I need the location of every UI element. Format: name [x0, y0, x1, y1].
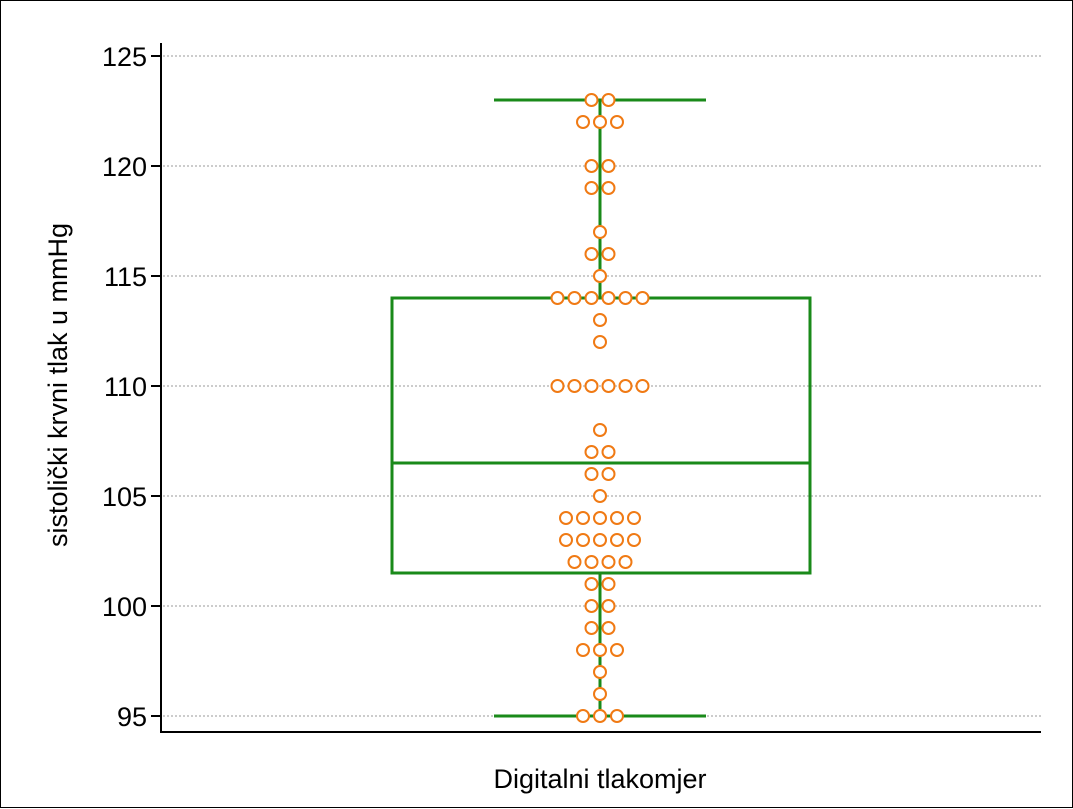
y-tick-label-95: 95: [117, 702, 147, 732]
data-point-104-5: [627, 511, 641, 525]
data-point-110-4: [601, 379, 616, 393]
data-point-106-2: [601, 467, 616, 481]
data-point-106-1: [584, 467, 599, 481]
data-point-108-1: [593, 423, 607, 437]
data-point-98-1: [576, 643, 590, 657]
data-point-123-2: [601, 93, 616, 107]
data-point-120-2: [601, 159, 616, 173]
data-point-110-3: [584, 379, 599, 393]
data-point-96-1: [593, 687, 607, 701]
data-point-99-1: [584, 621, 599, 635]
data-point-102-2: [584, 555, 599, 569]
data-point-116-2: [601, 247, 616, 261]
data-point-114-3: [584, 291, 599, 305]
y-axis-ticks: 95 100 105 110 115 120 125: [102, 42, 161, 732]
data-point-101-1: [584, 577, 599, 591]
data-point-103-2: [576, 533, 590, 547]
data-point-103-5: [627, 533, 641, 547]
data-point-97-1: [593, 665, 607, 679]
data-point-99-2: [601, 621, 616, 635]
data-point-117-1: [593, 225, 607, 239]
data-point-122-1: [576, 115, 590, 129]
data-point-114-2: [567, 291, 582, 305]
data-point-103-3: [593, 533, 607, 547]
data-point-103-1: [559, 533, 573, 547]
data-point-100-2: [601, 599, 616, 613]
x-category-label: Digitalni tlakomjer: [493, 764, 706, 794]
data-point-103-4: [610, 533, 624, 547]
data-point-114-4: [601, 291, 616, 305]
data-point-122-3: [610, 115, 624, 129]
data-point-104-1: [559, 511, 573, 525]
axes: [160, 43, 1041, 733]
y-axis-title: sistolički krvni tlak u mmHg: [43, 223, 73, 547]
y-tick-label-125: 125: [102, 42, 147, 72]
data-point-105-1: [593, 489, 607, 503]
data-point-101-2: [601, 577, 616, 591]
y-tick-label-120: 120: [102, 152, 147, 182]
data-point-123-1: [584, 93, 599, 107]
iqr-box: [390, 296, 812, 575]
data-point-112-1: [593, 335, 607, 349]
data-point-98-2: [593, 643, 607, 657]
data-point-116-1: [584, 247, 599, 261]
data-point-107-1: [584, 445, 599, 459]
data-points: [550, 93, 650, 723]
y-tick-label-115: 115: [104, 262, 147, 292]
data-point-95-3: [610, 709, 624, 723]
data-point-104-3: [593, 511, 607, 525]
data-point-110-1: [550, 379, 565, 393]
data-point-102-1: [567, 555, 582, 569]
data-point-119-1: [584, 181, 599, 195]
data-point-110-6: [635, 379, 650, 393]
data-point-110-2: [567, 379, 582, 393]
data-point-113-1: [593, 313, 607, 327]
data-point-95-1: [576, 709, 590, 723]
y-tick-label-105: 105: [102, 482, 147, 512]
data-point-104-2: [576, 511, 590, 525]
data-point-100-1: [584, 599, 599, 613]
data-point-102-3: [601, 555, 616, 569]
data-point-114-1: [550, 291, 565, 305]
data-point-95-2: [593, 709, 607, 723]
y-tick-label-100: 100: [102, 592, 147, 622]
data-point-119-2: [601, 181, 616, 195]
y-tick-label-110: 110: [104, 372, 147, 402]
data-point-120-1: [584, 159, 599, 173]
data-point-115-1: [593, 269, 607, 283]
box-and-whiskers: [390, 98, 812, 718]
data-point-110-5: [618, 379, 633, 393]
data-point-114-5: [618, 291, 633, 305]
data-point-104-4: [610, 511, 624, 525]
data-point-102-4: [618, 555, 633, 569]
data-point-98-3: [610, 643, 624, 657]
data-point-114-6: [635, 291, 650, 305]
data-point-107-2: [601, 445, 616, 459]
data-point-122-2: [593, 115, 607, 129]
